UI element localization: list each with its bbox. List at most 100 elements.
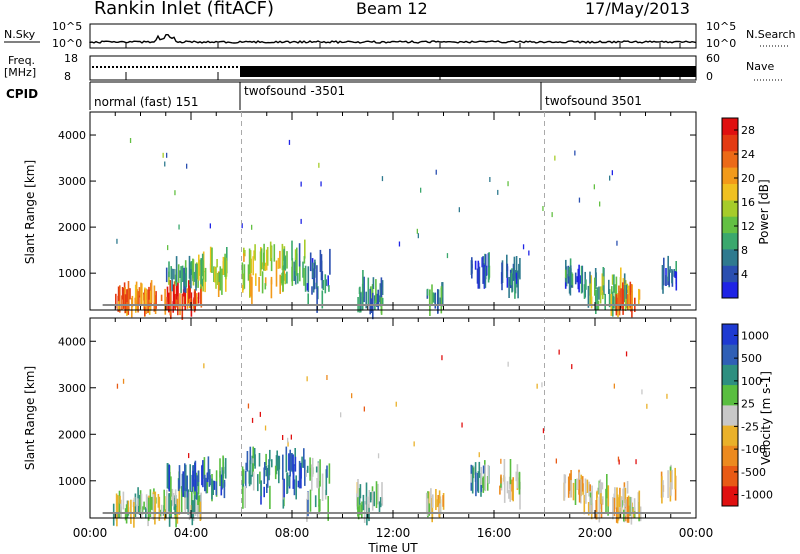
data-cell	[258, 453, 261, 467]
colorbar-tick-label: 4	[741, 268, 748, 281]
data-cell	[147, 497, 150, 521]
data-cell	[629, 496, 632, 516]
data-cell	[249, 460, 251, 482]
data-cell	[171, 268, 173, 292]
data-cell	[510, 272, 513, 286]
data-cell	[380, 277, 383, 298]
freq-dot	[156, 66, 158, 68]
ground-strip	[102, 512, 691, 514]
data-cell	[506, 481, 509, 494]
data-cell	[200, 258, 202, 285]
data-cell	[665, 275, 667, 286]
data-cell	[244, 470, 247, 489]
data-cell	[359, 484, 362, 499]
data-cell	[190, 261, 193, 276]
colorbar-segment	[722, 216, 738, 234]
data-cell	[189, 297, 192, 305]
data-cell	[572, 482, 575, 501]
freq-dot	[108, 66, 110, 68]
data-speckle	[203, 363, 205, 369]
data-cell	[178, 479, 180, 491]
data-cell	[306, 283, 309, 291]
data-speckle	[666, 393, 668, 399]
data-cell	[286, 473, 288, 494]
data-cell	[295, 260, 297, 277]
data-cell	[263, 243, 265, 266]
data-cell	[662, 480, 664, 498]
data-cell	[325, 469, 328, 496]
data-speckle	[395, 401, 397, 407]
data-cell	[439, 503, 441, 514]
data-cell	[425, 492, 428, 514]
x-tick-label: 08:00	[275, 526, 310, 540]
data-cell	[309, 489, 312, 512]
data-cell	[519, 481, 521, 510]
data-cell	[183, 288, 185, 307]
data-cell	[361, 504, 363, 518]
freq-dot	[196, 66, 198, 68]
data-cell	[608, 279, 610, 294]
data-cell	[120, 499, 122, 511]
data-cell	[615, 294, 618, 308]
data-cell	[284, 255, 287, 271]
data-speckle	[441, 355, 443, 361]
data-cell	[168, 261, 170, 278]
y-tick-label: 3000	[58, 175, 86, 188]
data-cell	[513, 256, 516, 281]
data-cell	[599, 479, 602, 503]
data-cell	[150, 280, 153, 304]
data-cell	[303, 256, 306, 264]
data-cell	[434, 294, 436, 304]
data-cell	[590, 296, 593, 309]
colorbar-segment	[722, 485, 738, 507]
data-cell	[617, 297, 619, 305]
data-cell	[186, 288, 189, 309]
data-cell	[134, 297, 136, 304]
data-cell	[589, 497, 591, 512]
data-cell	[263, 467, 265, 484]
data-cell	[209, 246, 212, 273]
data-cell	[119, 495, 121, 504]
colorbar-segment	[722, 248, 738, 266]
beam-label: Beam 12	[356, 0, 428, 18]
data-cell	[631, 284, 633, 309]
data-cell	[242, 469, 245, 484]
data-speckle	[611, 170, 613, 176]
data-cell	[620, 496, 623, 513]
data-cell	[379, 497, 382, 508]
data-cell	[618, 291, 621, 316]
data-cell	[363, 276, 365, 303]
data-cell	[195, 263, 197, 291]
data-cell	[638, 288, 640, 305]
data-cell	[477, 260, 480, 289]
data-cell	[381, 297, 384, 306]
data-speckle	[536, 383, 538, 389]
data-cell	[259, 251, 262, 276]
data-cell	[263, 486, 265, 498]
data-cell	[148, 286, 150, 300]
cpid-label: CPID	[6, 87, 38, 101]
data-cell	[488, 252, 490, 280]
data-cell	[183, 273, 186, 287]
data-cell	[598, 496, 601, 523]
data-cell	[120, 506, 122, 518]
data-speckle	[528, 250, 530, 256]
data-cell	[356, 493, 358, 507]
freq-dot	[92, 66, 94, 68]
data-speckle	[593, 184, 595, 190]
data-speckle	[522, 244, 525, 250]
colorbar-tick-label: 8	[741, 244, 748, 257]
data-cell	[377, 289, 379, 310]
data-cell	[126, 500, 129, 518]
data-cell	[241, 262, 244, 280]
freq-dot	[200, 66, 202, 68]
data-cell	[576, 478, 578, 490]
data-cell	[329, 248, 331, 275]
x-tick-label: 00:00	[73, 526, 108, 540]
data-cell	[165, 267, 168, 283]
data-cell	[251, 455, 254, 477]
data-cell	[503, 459, 506, 485]
data-cell	[366, 496, 369, 513]
power-axes: 1000 2000 3000 4000	[58, 112, 697, 310]
data-speckle	[377, 453, 380, 459]
